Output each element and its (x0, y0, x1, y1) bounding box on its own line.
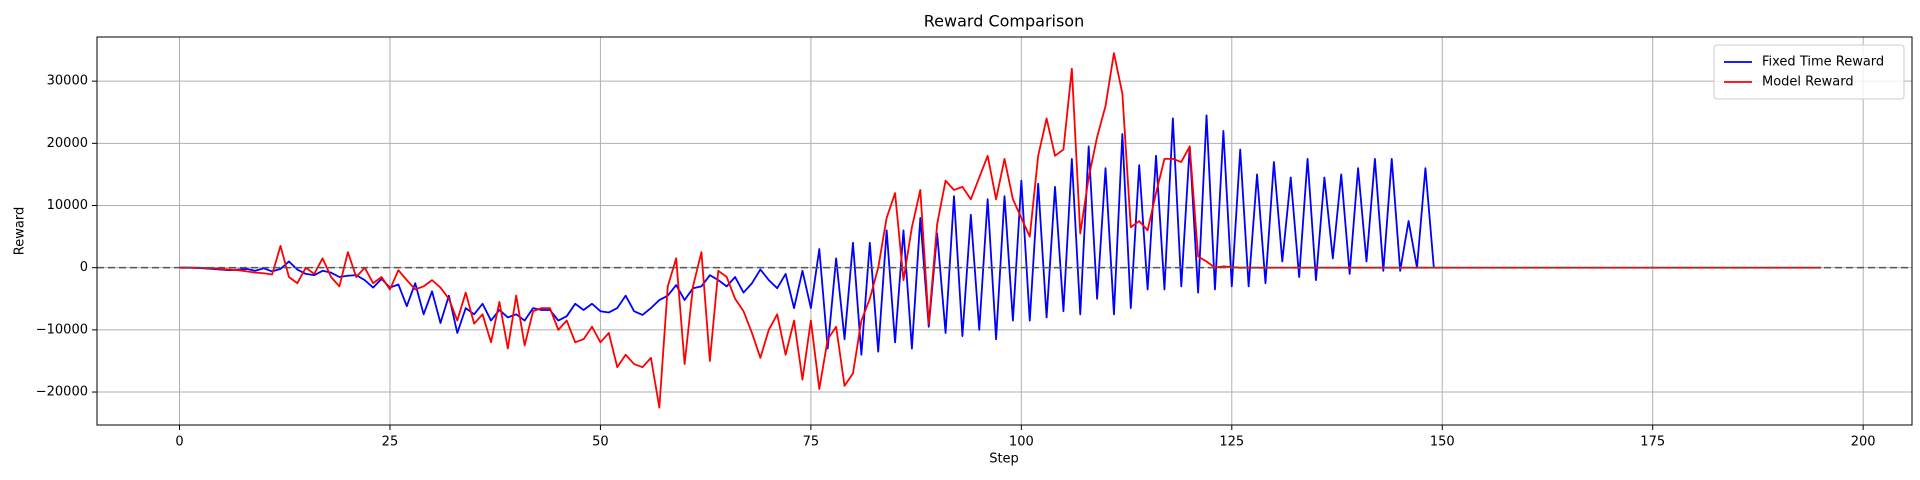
x-tick-label: 50 (592, 435, 609, 450)
legend-label: Model Reward (1762, 75, 1854, 90)
y-tick-label: −10000 (36, 322, 88, 337)
y-axis-label: Reward (13, 207, 28, 255)
x-tick-label: 0 (175, 435, 183, 450)
x-tick-label: 200 (1851, 435, 1876, 450)
x-tick-label: 100 (1009, 435, 1034, 450)
y-tick-label: 30000 (47, 74, 88, 89)
chart-title: Reward Comparison (924, 12, 1084, 31)
x-tick-label: 125 (1219, 435, 1244, 450)
x-tick-label: 150 (1430, 435, 1455, 450)
x-axis-label: Step (989, 452, 1019, 467)
y-tick-label: 0 (80, 260, 88, 275)
y-tick-label: −20000 (36, 385, 88, 400)
x-tick-label: 25 (382, 435, 399, 450)
y-tick-label: 20000 (47, 136, 88, 151)
x-tick-label: 175 (1640, 435, 1665, 450)
y-tick-label: 10000 (47, 198, 88, 213)
legend-box (1713, 44, 1905, 100)
data-line (179, 52, 1822, 409)
plot-frame (96, 36, 1913, 426)
x-tick-label: 75 (803, 435, 820, 450)
legend-label: Fixed Time Reward (1762, 55, 1884, 70)
